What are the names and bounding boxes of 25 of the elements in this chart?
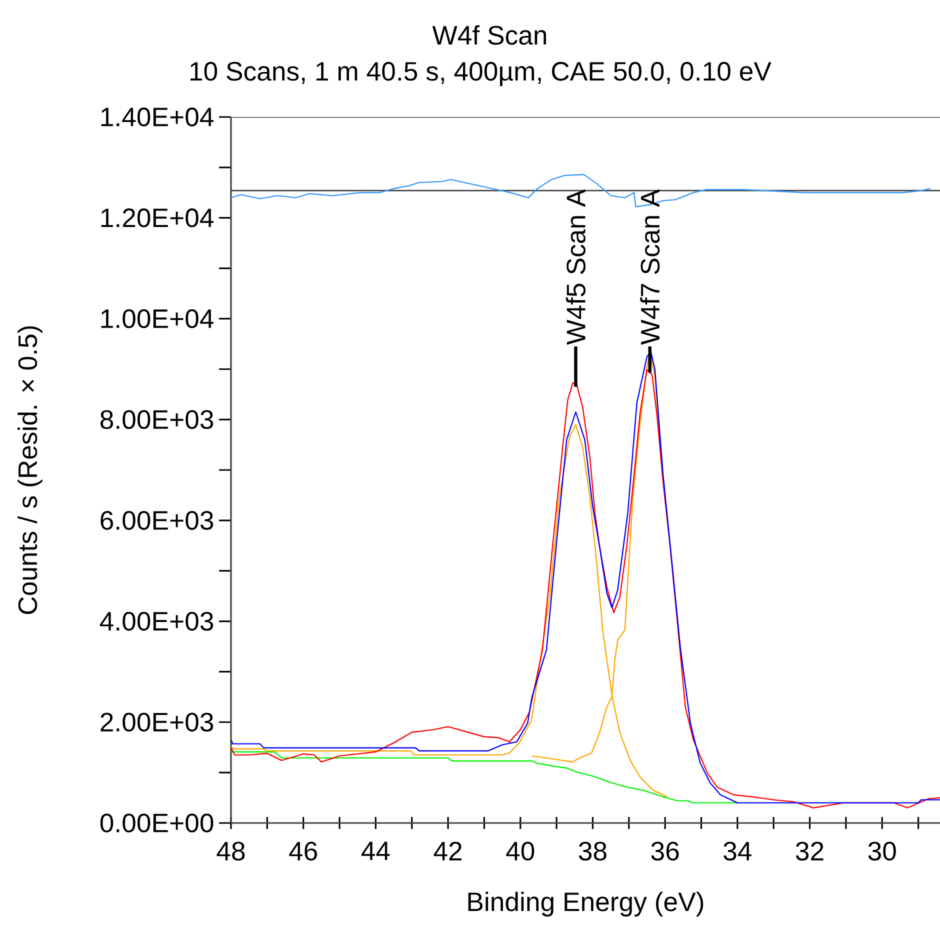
y-tick-label: 2.00E+03 xyxy=(100,712,214,732)
x-tick-label: 34 xyxy=(724,842,752,861)
annotation: W4f5 Scan A xyxy=(566,189,586,345)
chart-subtitle: 10 Scans, 1 m 40.5 s, 400µm, CAE 50.0, 0.10 eV xyxy=(190,62,772,86)
y-tick-label: 1.40E+04 xyxy=(101,108,214,126)
y-tick-label: 0.00E+00 xyxy=(100,814,214,832)
x-tick-label: 38 xyxy=(578,842,606,861)
y-tick-label: 4.00E+03 xyxy=(100,612,214,631)
x-tick-label: 48 xyxy=(216,842,245,861)
x-tick-label: 30 xyxy=(868,842,896,861)
x-tick-label: 32 xyxy=(796,842,824,861)
x-tick-label: 44 xyxy=(361,842,390,860)
x-tick-label: 40 xyxy=(506,842,534,861)
line-series xyxy=(230,751,738,804)
y-tick-label: 8.00E+03 xyxy=(100,410,214,429)
x-tick-label: 36 xyxy=(651,842,679,861)
y-axis-title: Counts / s (Resid. × 0.5) xyxy=(18,326,42,614)
y-tick-label: 1.20E+04 xyxy=(101,208,214,228)
x-axis-title: Binding Energy (eV) xyxy=(468,892,704,917)
chart-title: W4f Scan xyxy=(432,25,546,45)
annotation: W4f7 Scan A xyxy=(640,189,660,345)
x-tick-label: 46 xyxy=(289,842,317,861)
y-tick-label: 1.00E+04 xyxy=(101,309,214,328)
y-tick-label: 6.00E+03 xyxy=(100,510,214,530)
x-tick-label: 42 xyxy=(434,842,462,860)
